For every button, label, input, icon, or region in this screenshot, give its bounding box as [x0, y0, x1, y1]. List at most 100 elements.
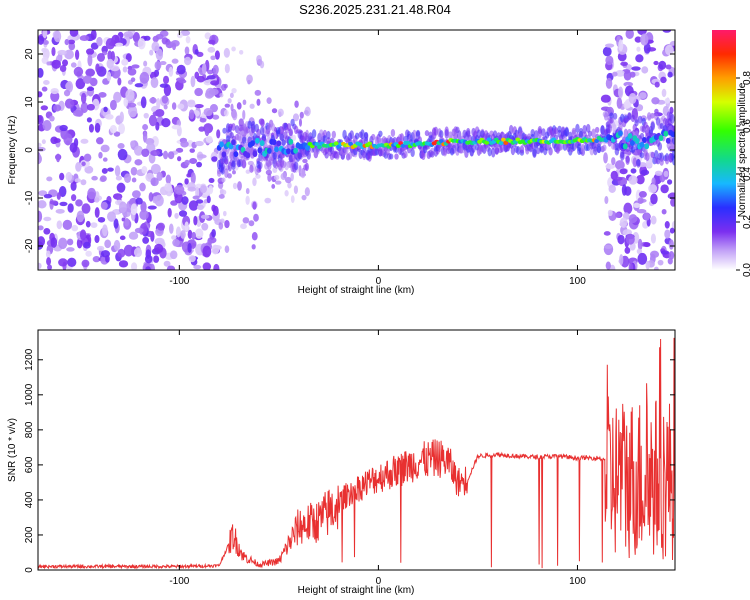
spectrogram-noise-blob [105, 113, 114, 120]
spectrogram-noise-blob [150, 177, 159, 187]
spectrogram-noise-blob [176, 64, 186, 75]
spectrogram-noise-blob [650, 233, 656, 244]
spectrogram-noise-blob [188, 200, 199, 211]
spectrogram-noise-blob [67, 203, 74, 213]
spectrogram-noise-blob [109, 125, 117, 134]
spectrogram-noise-blob [163, 104, 168, 110]
snr-frame [37, 329, 676, 571]
spectrogram-noise-blob [628, 262, 634, 270]
spectrogram-noise-blob [210, 55, 216, 61]
spectrogram-transition-blob [247, 160, 254, 166]
spectrogram-ytick-label: 10 [24, 96, 35, 108]
spectrogram-noise-blob [45, 250, 51, 258]
spectrogram-transition-blob [230, 103, 234, 112]
spectrogram-noise-blob [71, 224, 79, 232]
spectrogram-halo-blob [670, 113, 675, 124]
spectrogram-ridge-blob [348, 141, 353, 146]
spectrogram-halo-blob [650, 121, 655, 131]
spectrogram-noise-blob [127, 68, 137, 76]
spectrogram-halo-blob [281, 139, 286, 147]
spectrogram-halo-blob [575, 123, 580, 134]
spectrogram-noise-blob [669, 227, 675, 234]
spectrogram-noise-blob [149, 49, 154, 56]
spectrogram-noise-blob [155, 33, 164, 40]
spectrogram-noise-blob [63, 133, 73, 146]
spectrogram-transition-blob [271, 183, 276, 189]
spectrogram-ridge-blob [245, 152, 251, 159]
snr-panel: -100 0 100 0 200 400 600 800 1000 1200 Height of… [7, 329, 676, 596]
spectrogram-noise-blob [189, 158, 198, 165]
spectrogram-halo-blob [672, 155, 675, 166]
spectrogram-transition-blob [232, 170, 236, 175]
spectrogram-halo-blob [311, 129, 317, 139]
spectrogram-halo-blob [664, 118, 670, 128]
spectrogram-noise-blob [119, 235, 126, 241]
spectrogram-noise-blob [608, 184, 616, 194]
spectrogram-noise-blob [131, 64, 140, 69]
spectrogram-noise-blob [661, 88, 667, 98]
spectrogram-noise-blob [142, 236, 150, 244]
spectrogram-ridge-blob [367, 141, 373, 146]
chart-title: S236.2025.231.21.48.R04 [299, 2, 451, 17]
spectrogram-noise-blob [148, 192, 154, 202]
spectrogram-halo-blob [249, 164, 254, 173]
spectrogram-noise-blob [602, 46, 612, 57]
spectrogram-halo-blob [268, 156, 274, 166]
spectrogram-ridge-blob [630, 140, 635, 147]
spectrogram-halo-blob [603, 112, 609, 121]
spectrogram-transition-blob [227, 98, 232, 104]
spectrogram-noise-blob [198, 126, 205, 132]
spectrogram-halo-blob [259, 126, 265, 136]
spectrogram-noise-blob [206, 195, 211, 204]
spectrogram-noise-blob [200, 214, 210, 219]
spectrogram-noise-blob [90, 222, 98, 229]
spectrogram-ridge-blob [665, 137, 671, 144]
spectrogram-noise-blob [150, 150, 161, 156]
spectrogram-noise-blob [607, 209, 613, 216]
spectrogram-noise-blob [113, 239, 121, 252]
spectrogram-noise-blob [98, 151, 103, 159]
spectrogram-noise-blob [636, 208, 647, 214]
spectrogram-noise-blob [96, 36, 103, 47]
spectrogram-noise-blob [660, 76, 667, 84]
spectrogram-halo-blob [618, 122, 623, 132]
spectrogram-noise-blob [38, 114, 44, 126]
spectrogram-noise-blob [641, 66, 649, 74]
spectrogram-noise-blob [640, 33, 649, 46]
spectrogram-noise-blob [58, 185, 67, 198]
spectrogram-noise-blob [96, 52, 106, 62]
spectrogram-noise-blob [130, 77, 136, 83]
spectrogram-noise-blob [629, 71, 636, 78]
spectrogram-noise-blob [82, 75, 93, 84]
spectrogram-noise-blob [186, 173, 192, 178]
spectrogram-transition-blob [220, 83, 227, 91]
spectrogram-ridge-blob [286, 148, 291, 155]
spectrogram-noise-blob [59, 172, 65, 181]
spectrogram-noise-blob [131, 190, 141, 199]
spectrogram-noise-blob [661, 208, 667, 215]
spectrogram-halo-blob [457, 130, 462, 140]
spectrogram-noise-blob [658, 60, 667, 70]
spectrogram-noise-blob [190, 172, 196, 185]
spectrogram-halo-blob [347, 152, 353, 160]
colorbar-tick-label: 0.4 [742, 167, 750, 181]
spectrogram-halo-blob [272, 152, 277, 160]
spectrogram-noise-blob [132, 31, 140, 43]
spectrogram-noise-blob [55, 208, 65, 214]
spectrogram-noise-blob [168, 223, 174, 234]
spectrogram-halo-blob [639, 152, 645, 159]
spectrogram-noise-blob [139, 209, 149, 221]
spectrogram-halo-blob [306, 150, 311, 160]
spectrogram-noise-blob [159, 61, 167, 66]
colorbar-gradient [712, 30, 736, 270]
spectrogram-noise-blob [194, 228, 204, 239]
spectrogram-noise-blob [118, 201, 128, 213]
spectrogram-noise-blob [664, 220, 670, 229]
spectrogram-noise-blob [625, 233, 635, 245]
spectrogram-transition-blob [242, 109, 246, 120]
spectrogram-transition-blob [219, 93, 224, 98]
spectrogram-halo-blob [623, 117, 629, 124]
spectrogram-transition-blob [253, 213, 259, 222]
spectrogram-noise-blob [207, 46, 216, 53]
spectrogram-noise-blob [216, 129, 221, 139]
